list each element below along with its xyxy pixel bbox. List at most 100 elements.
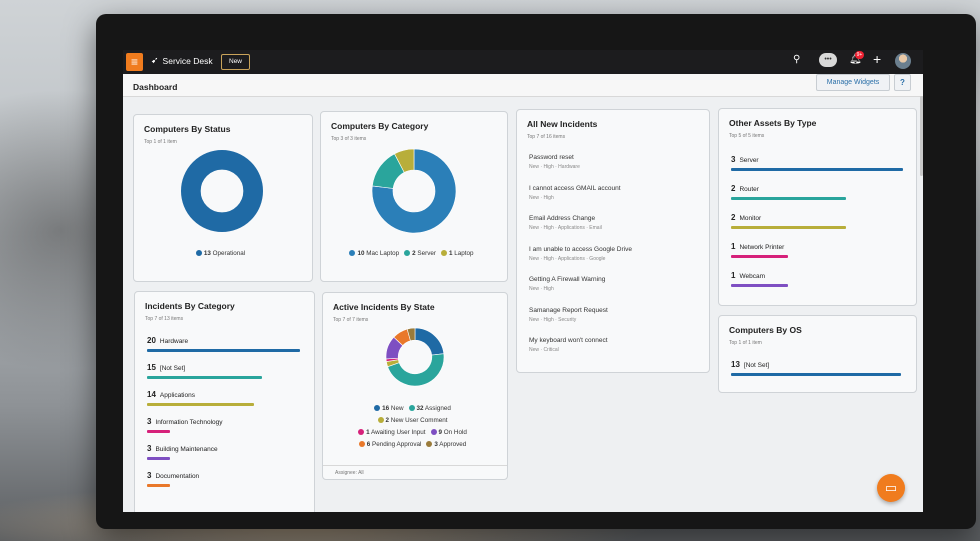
bar-row[interactable]: 2 Router [731,184,846,200]
widget-title: All New Incidents [527,119,598,129]
bar-label: 14 Applications [147,390,254,399]
help-button[interactable]: ? [894,74,911,91]
legend-item[interactable]: 6 Pending Approval [358,441,421,448]
legend-item[interactable]: 3 Approved [426,441,466,448]
widget-subtitle: Top 5 of 5 items [729,133,765,139]
donut-slice-approved[interactable] [406,327,416,342]
legend-item[interactable]: 2 Server [404,250,436,257]
bell-icon[interactable]: 🔔︎ [849,54,862,65]
chat-launcher-button[interactable]: ▭ [877,474,905,502]
legend-item[interactable]: 1 Laptop [440,250,474,257]
legend-item[interactable]: 2 New User Comment [377,417,447,424]
bar-mark [731,197,846,200]
bar-count: 1 [731,271,736,280]
bar-row[interactable]: 3 Server [731,155,903,171]
legend-item[interactable]: 10 Mac Laptop [349,250,399,257]
bar-row[interactable]: 3 Building Maintenance [147,444,218,460]
legend-item[interactable]: 13 Operational [195,250,245,257]
legend-dot [358,429,365,436]
legend-label: Server [415,250,436,257]
incident-list-item[interactable]: I am unable to access Google Drive New · … [529,246,632,262]
notification-badge: 9+ [855,51,864,59]
bar-label: 2 Monitor [731,213,846,222]
bar-row[interactable]: 3 Information Technology [147,417,223,433]
manage-widgets-button[interactable]: Manage Widgets [816,74,890,91]
incident-title[interactable]: Email Address Change [529,215,596,222]
new-button[interactable]: New [221,54,251,70]
legend-label: Approved [437,441,467,448]
bar-count: 14 [147,390,156,399]
legend-label: Awaiting User Input [369,429,426,436]
brand[interactable]: ➹ Service Desk [151,55,213,66]
legend-item[interactable]: 1 Awaiting User Input [358,429,426,436]
bar-count: 2 [731,213,736,222]
bar-row[interactable]: 2 Monitor [731,213,846,229]
donut-slice-operational[interactable] [181,150,263,232]
incident-title[interactable]: My keyboard won't connect [529,337,608,344]
bar-row[interactable]: 20 Hardware [147,336,300,352]
incident-title[interactable]: I am unable to access Google Drive [529,245,632,253]
incident-title[interactable]: Getting A Firewall Warning [529,276,606,283]
widget-subtitle: Top 3 of 3 items [331,136,367,142]
bar-category-label: Documentation [155,473,200,480]
bar-row[interactable]: 13 [Not Set] [731,360,901,376]
bar-mark [147,403,255,406]
active-incidents-by-state-widget: Active Incidents By State Top 7 of 7 ite… [322,292,508,480]
incident-list-item[interactable]: Samanage Report Request New · High · Secu… [529,307,608,323]
bar-row[interactable]: 15 [Not Set] [147,363,262,379]
widget-title: Computers By Status [144,124,231,134]
bar-count: 3 [147,444,152,453]
bar-label: 15 [Not Set] [147,363,262,372]
hamburger-icon[interactable]: ≡ [126,53,143,71]
bar-category-label: Router [739,186,759,193]
incident-meta: New · High [529,194,554,201]
legend-count: 13 [203,250,211,257]
bar-mark [731,226,846,229]
incident-list-item[interactable]: Email Address Change New · High · Applica… [529,215,602,231]
chat-icon[interactable]: ••• [819,53,837,67]
bar-mark [147,376,262,379]
legend-dot [430,429,437,436]
computers-by-category-widget: Computers By Category Top 3 of 3 items 1… [320,111,508,282]
legend-item[interactable]: 9 On Hold [430,429,467,436]
legend-item[interactable]: 16 New [374,405,404,412]
donut-slice-laptop[interactable] [394,148,415,173]
bar-count: 15 [147,363,156,372]
bar-label: 13 [Not Set] [731,360,901,369]
incident-title[interactable]: Password reset [529,154,574,161]
bar-row[interactable]: 3 Documentation [147,471,199,487]
bar-category-label: Building Maintenance [155,446,218,453]
search-icon[interactable]: ⚲ [793,54,801,65]
bar-label: 3 Server [731,155,903,164]
incident-title[interactable]: I cannot access GMAIL account [529,184,621,192]
bar-category-label: Applications [159,392,195,399]
bar-category-label: Information Technology [155,419,223,426]
bar-label: 20 Hardware [147,336,300,345]
donut-slice-mac-laptop[interactable] [371,148,457,234]
incidents-by-category-widget: Incidents By Category Top 7 of 13 items … [134,291,315,512]
plus-icon[interactable]: + [873,51,882,67]
assignee-filter[interactable]: Assignee: All [323,465,507,479]
bar-row[interactable]: 1 Webcam [731,271,789,287]
incident-title[interactable]: Samanage Report Request [529,306,608,314]
legend-dot [440,250,447,257]
avatar[interactable] [895,53,911,69]
scrollbar[interactable] [920,96,923,176]
incident-list-item[interactable]: Password reset New · High · Hardware [529,154,580,170]
bar-row[interactable]: 14 Applications [147,390,255,406]
incident-list-item[interactable]: Getting A Firewall Warning New · High [529,276,605,292]
incident-list-item[interactable]: My keyboard won't connect New · Critical [529,337,608,353]
widget-title: Active Incidents By State [333,302,435,312]
donut-slice-new[interactable] [414,327,445,356]
legend-count: 9 [438,429,443,436]
page-title: Dashboard [133,82,178,92]
bar-row[interactable]: 1 Network Printer [731,242,789,258]
bar-count: 3 [147,417,152,426]
legend-dot [408,405,415,412]
incident-list-item[interactable]: I cannot access GMAIL account New · High [529,185,621,201]
widget-subtitle: Top 7 of 7 items [333,317,369,323]
bar-mark [147,349,300,352]
legend-item[interactable]: 32 Assigned [408,405,451,412]
category-donut-chart [371,148,457,234]
bar-category-label: Webcam [739,273,765,280]
